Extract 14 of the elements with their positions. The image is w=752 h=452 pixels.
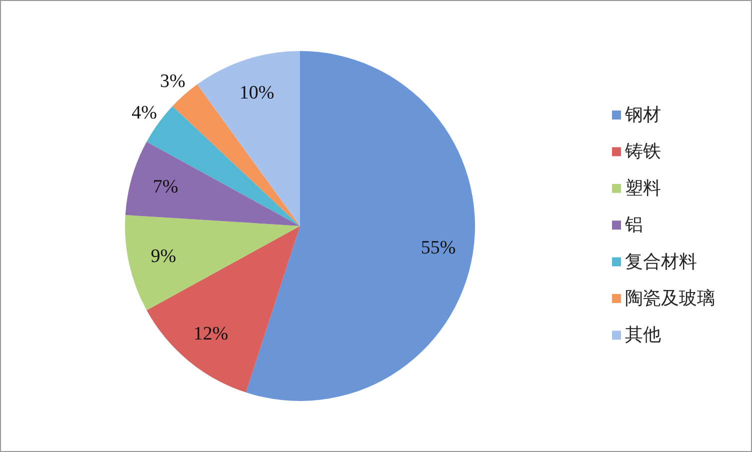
legend-label: 复合材料 — [625, 251, 697, 272]
legend-label: 铝 — [624, 214, 643, 236]
data-label: 3% — [160, 71, 186, 92]
legend-label: 塑料 — [625, 178, 661, 199]
data-label: 4% — [132, 102, 158, 124]
data-label: 9% — [150, 246, 176, 268]
legend-label: 其他 — [625, 324, 661, 346]
legend-label: 钢材 — [624, 104, 661, 126]
data-label: 55% — [420, 237, 456, 258]
data-label: 10% — [239, 82, 274, 104]
data-label: 7% — [152, 176, 178, 198]
data-label: 12% — [193, 323, 228, 344]
legend-label: 铸铁 — [624, 141, 661, 162]
legend-label: 陶瓷及玻璃 — [625, 288, 715, 309]
